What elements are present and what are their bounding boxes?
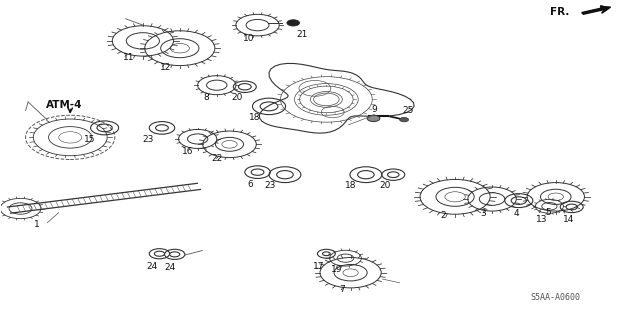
Text: 22: 22 xyxy=(211,154,222,163)
Text: 24: 24 xyxy=(164,263,176,271)
Circle shape xyxy=(367,115,380,122)
Text: 9: 9 xyxy=(371,105,377,114)
FancyArrow shape xyxy=(582,7,611,14)
Text: 18: 18 xyxy=(345,181,356,190)
Text: 15: 15 xyxy=(84,135,95,145)
Circle shape xyxy=(399,117,408,122)
Text: 16: 16 xyxy=(182,147,193,156)
Text: 18: 18 xyxy=(249,113,260,122)
Text: 21: 21 xyxy=(296,30,308,39)
Text: 2: 2 xyxy=(441,211,447,220)
Text: 25: 25 xyxy=(403,106,413,115)
Text: 12: 12 xyxy=(160,63,172,72)
Text: 20: 20 xyxy=(380,181,390,190)
Text: 8: 8 xyxy=(204,93,209,102)
Text: 4: 4 xyxy=(513,209,519,219)
Text: FR.: FR. xyxy=(550,6,570,17)
Text: 10: 10 xyxy=(243,34,254,43)
Text: 24: 24 xyxy=(147,262,158,271)
Text: 13: 13 xyxy=(536,215,547,224)
Text: 5: 5 xyxy=(545,208,551,217)
Text: 1: 1 xyxy=(33,220,39,229)
Text: 23: 23 xyxy=(142,135,154,145)
Text: 20: 20 xyxy=(232,93,243,102)
Text: 3: 3 xyxy=(480,209,486,218)
Circle shape xyxy=(287,20,300,26)
Text: 19: 19 xyxy=(331,265,342,274)
Text: 14: 14 xyxy=(563,215,574,224)
Text: 23: 23 xyxy=(264,181,276,190)
Text: 7: 7 xyxy=(339,285,344,294)
Text: ATM-4: ATM-4 xyxy=(45,100,82,110)
Text: 6: 6 xyxy=(247,180,253,189)
Text: 17: 17 xyxy=(313,262,324,271)
Text: S5AA-A0600: S5AA-A0600 xyxy=(531,293,580,301)
Text: 11: 11 xyxy=(123,53,134,62)
